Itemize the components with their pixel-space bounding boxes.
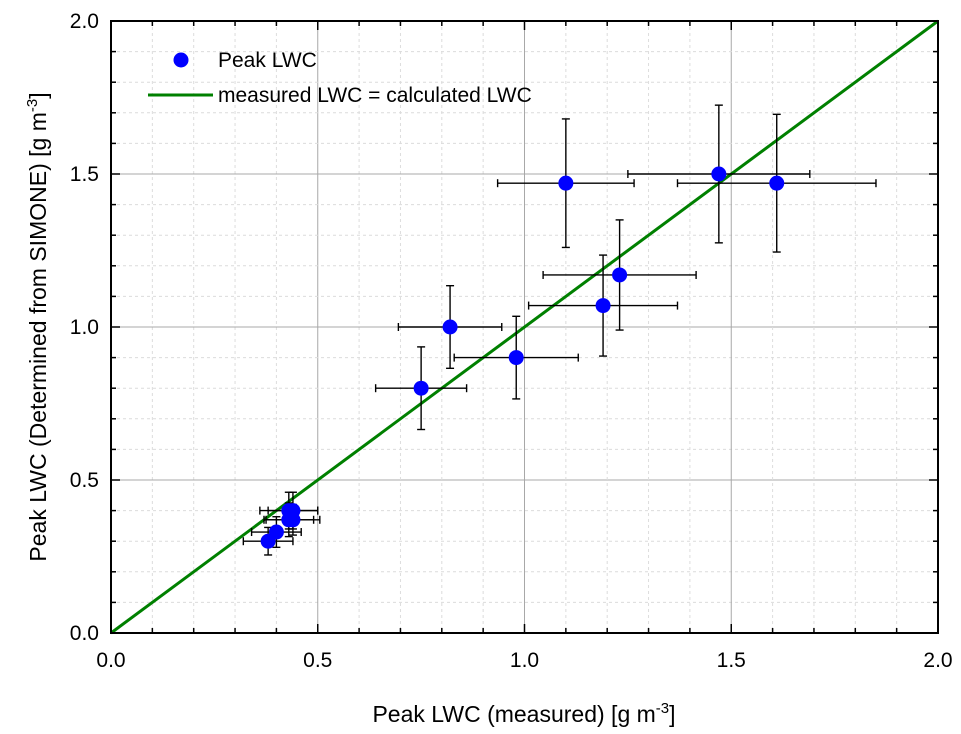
data-point xyxy=(508,350,524,366)
x-tick-label: 2.0 xyxy=(923,649,952,672)
data-point xyxy=(711,166,727,182)
data-point xyxy=(558,175,574,191)
y-tick-label: 2.0 xyxy=(70,10,99,33)
data-point xyxy=(413,380,429,396)
y-axis-label: Peak LWC (Determined from SIMONE) [g m-3… xyxy=(24,92,51,561)
identity-line-layer xyxy=(110,19,939,635)
y-tick-labels: 0.0 0.5 1.0 1.5 2.0 xyxy=(70,10,99,645)
y-tick-label: 0.0 xyxy=(70,622,99,645)
identity-line xyxy=(110,19,939,635)
x-tick-label: 1.0 xyxy=(510,649,539,672)
y-tick-label: 0.5 xyxy=(70,469,99,492)
data-point xyxy=(268,524,284,540)
data-point xyxy=(442,319,458,335)
data-point xyxy=(595,298,611,314)
legend-label-identity-line: measured LWC = calculated LWC xyxy=(218,84,532,107)
data-point xyxy=(612,267,628,283)
data-point xyxy=(769,175,785,191)
y-tick-label: 1.0 xyxy=(70,316,99,339)
data-point xyxy=(285,512,301,528)
y-tick-label: 1.5 xyxy=(70,163,99,186)
legend: Peak LWC measured LWC = calculated LWC xyxy=(148,49,532,107)
x-tick-label: 0.0 xyxy=(96,649,125,672)
grid xyxy=(111,21,938,633)
axis-ticks xyxy=(110,20,939,634)
x-tick-label: 1.5 xyxy=(717,649,746,672)
x-tick-labels: 0.0 0.5 1.0 1.5 2.0 xyxy=(96,649,952,672)
x-axis-label: Peak LWC (measured) [g m-3] xyxy=(372,700,675,727)
x-tick-label: 0.5 xyxy=(303,649,332,672)
legend-marker-peak-lwc xyxy=(173,52,189,68)
legend-label-peak-lwc: Peak LWC xyxy=(218,49,317,72)
data-points xyxy=(260,166,785,549)
error-bars xyxy=(242,104,877,556)
